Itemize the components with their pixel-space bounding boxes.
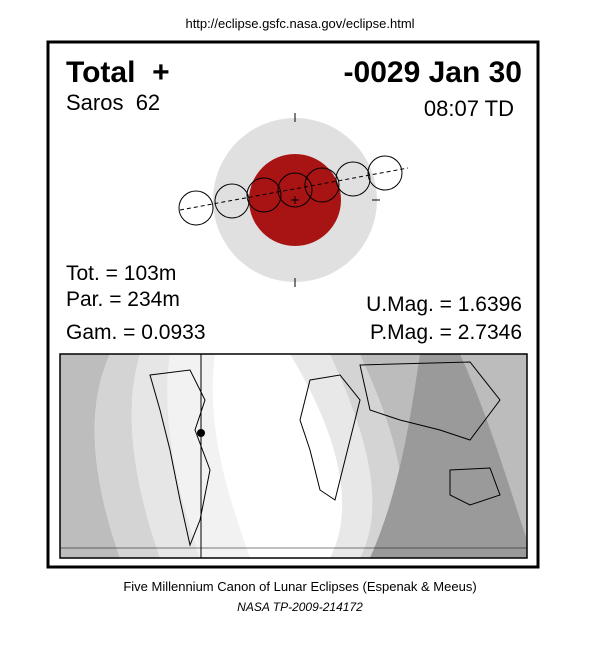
url: http://eclipse.gsfc.nasa.gov/eclipse.htm…: [185, 16, 414, 31]
gamma: Gam. = 0.0933: [66, 321, 206, 344]
canon-title: Five Millennium Canon of Lunar Eclipses …: [123, 579, 476, 594]
eclipse-date: -0029 Jan 30: [344, 56, 522, 89]
total-duration: Tot. = 103m: [66, 262, 176, 285]
reference: NASA TP-2009-214172: [237, 600, 363, 614]
saros: Saros 62: [66, 90, 160, 115]
time: 08:07 TD: [424, 96, 514, 121]
eclipse-type: Total +: [66, 56, 170, 89]
penumbral-magnitude: P.Mag. = 2.7346: [370, 321, 522, 344]
partial-duration: Par. = 234m: [66, 288, 180, 311]
eclipse-geometry: [178, 113, 409, 287]
visibility-map: [59, 353, 528, 559]
umbral-magnitude: U.Mag. = 1.6396: [366, 293, 522, 316]
